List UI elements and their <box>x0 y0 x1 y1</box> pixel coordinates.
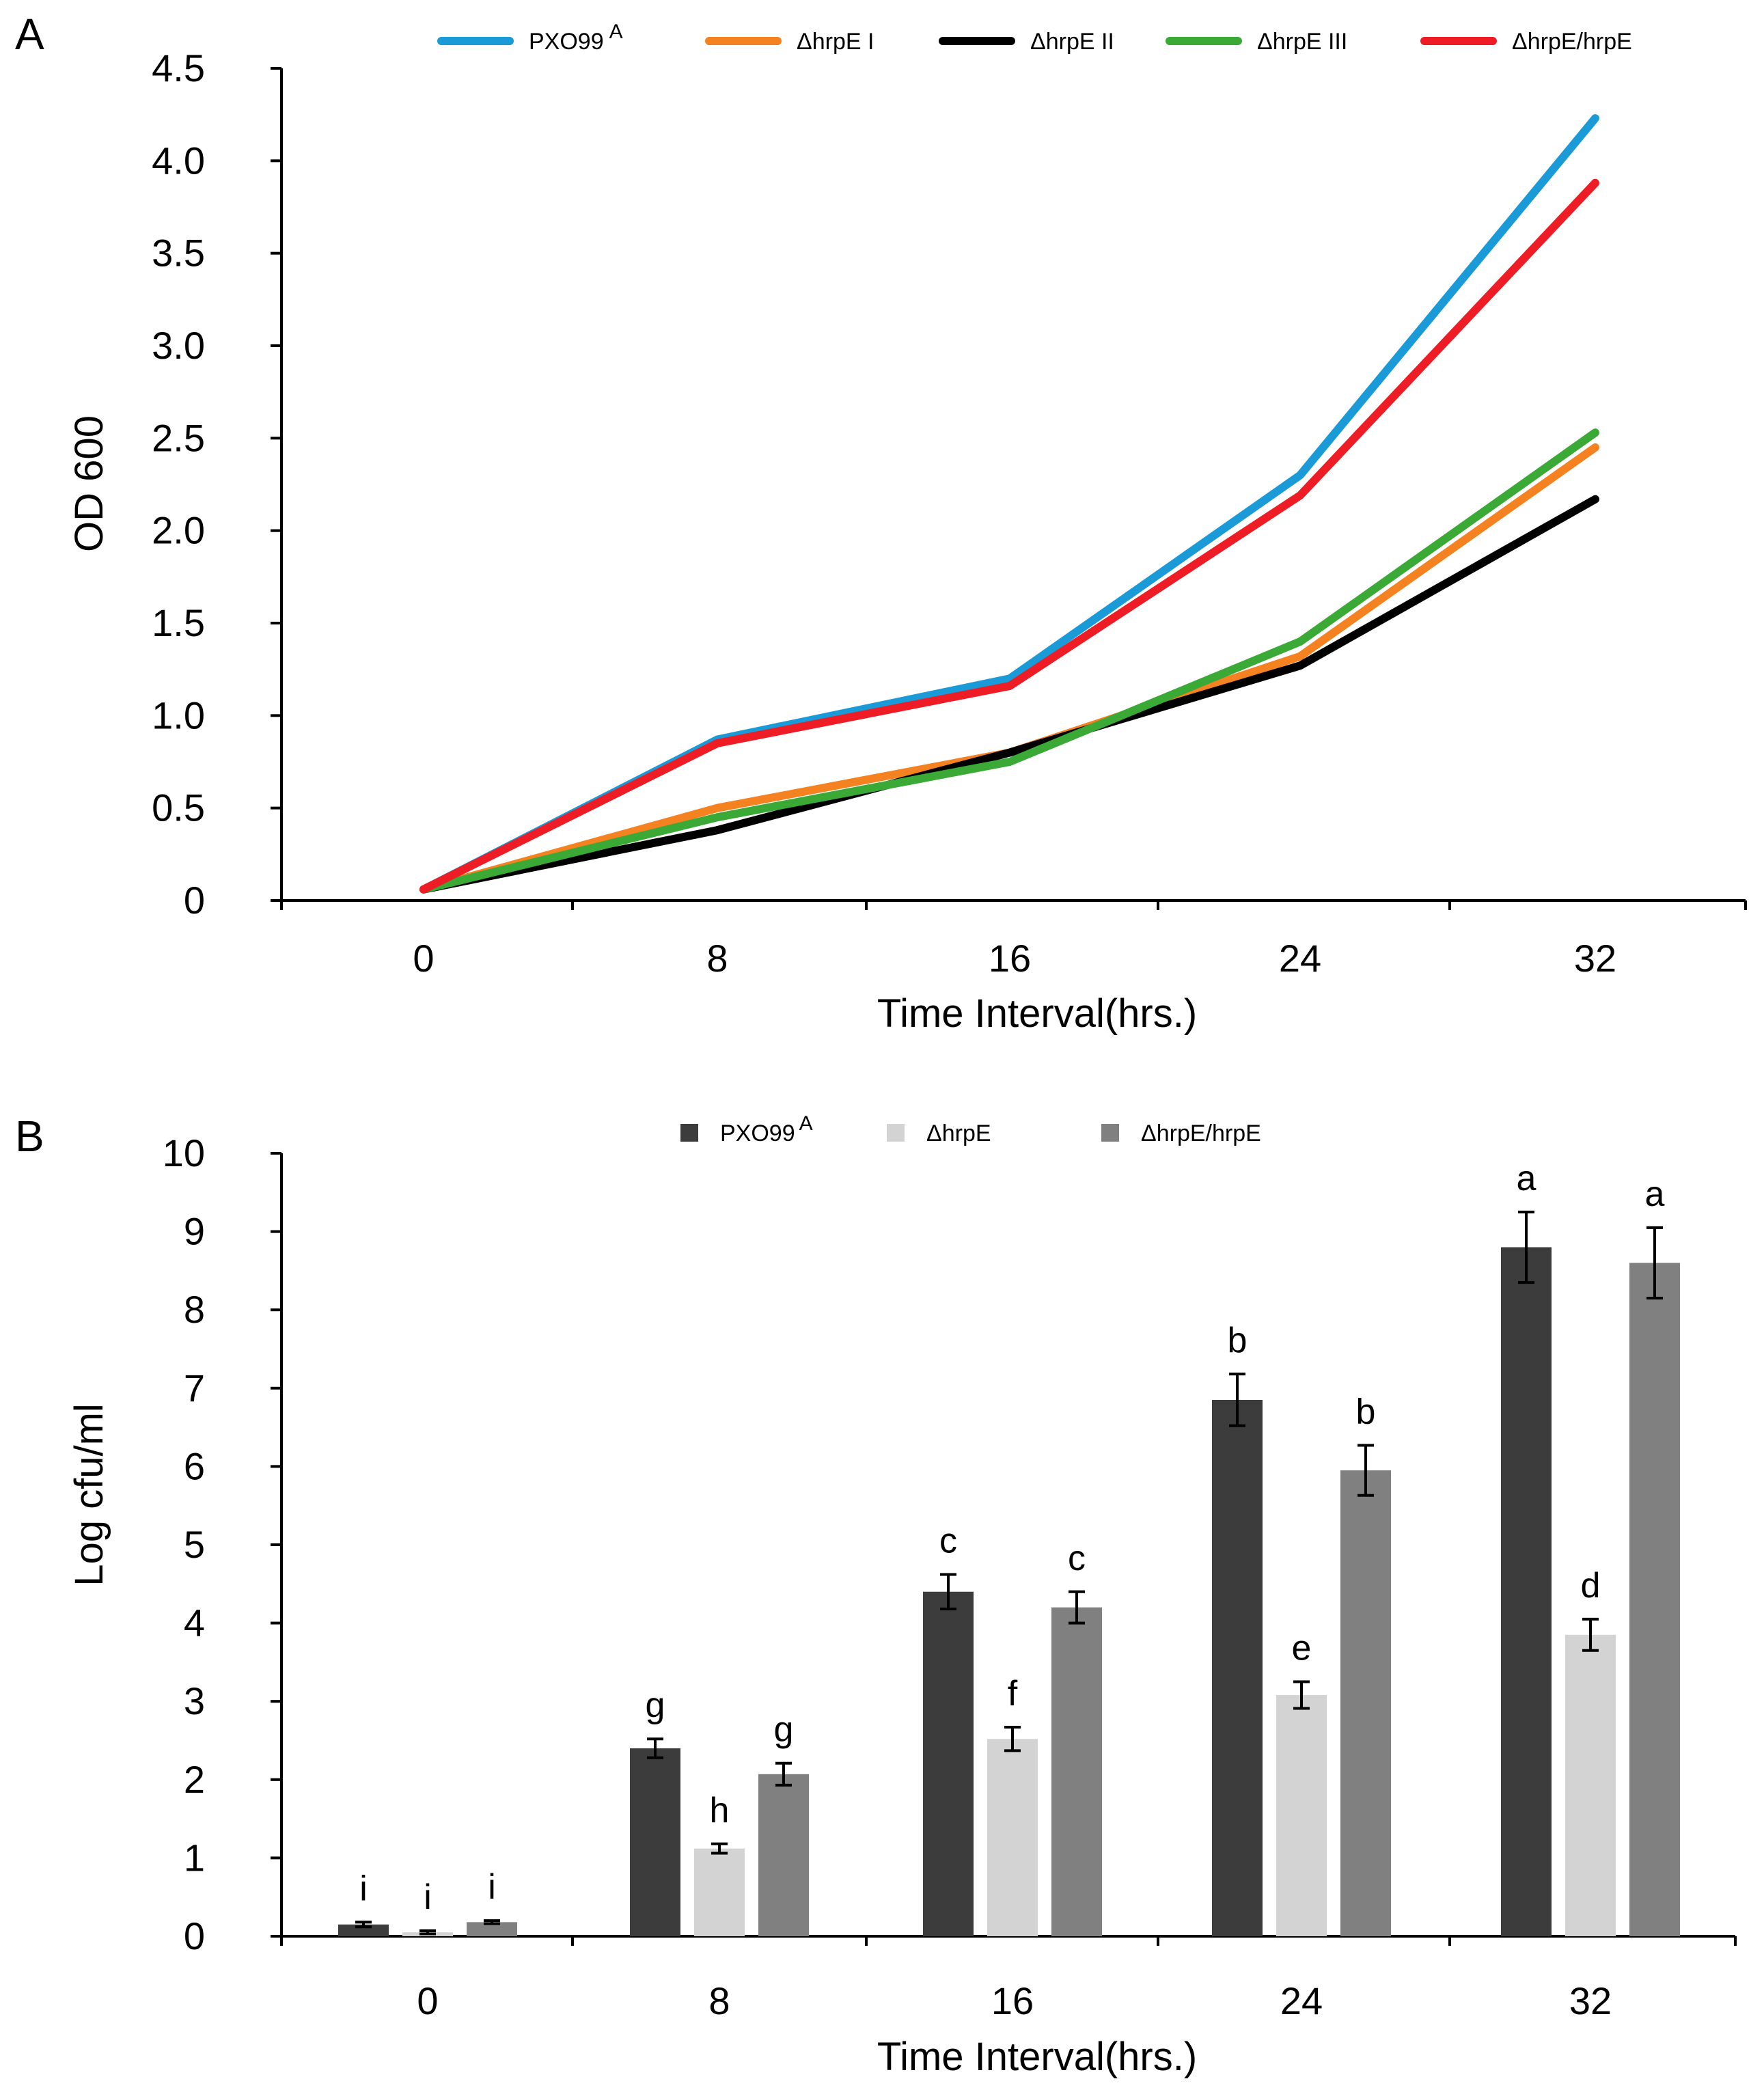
panel-b-significance-letter: g <box>774 1710 794 1750</box>
panel-a-x-tick-label: 24 <box>1279 937 1321 980</box>
legend-label-text: PXO99 <box>529 29 604 55</box>
panel-a-x-axis-title: Time Interval(hrs.) <box>877 991 1197 1036</box>
panel-a-y-tick-label: 1.5 <box>152 601 205 644</box>
legend-label-text: ΔhrpE/hrpE <box>1512 29 1632 55</box>
panel-b-y-tick-label: 8 <box>184 1288 205 1331</box>
panel-a-y-tick-label: 2.0 <box>152 509 205 552</box>
panel-b-x-tick-label: 24 <box>1280 1979 1323 2022</box>
panel-b-legend-label-0: PXO99 A <box>720 1112 813 1146</box>
panel-a-legend-label-0: PXO99 A <box>529 20 623 55</box>
panel-b-bar-0-0 <box>338 1924 389 1936</box>
panel-b-significance-letter: a <box>1517 1159 1536 1198</box>
legend-label-text: ΔhrpE I <box>797 29 874 55</box>
panel-b-label: B <box>15 1112 44 1161</box>
panel-b-significance-letter: c <box>939 1522 957 1561</box>
panel-b-significance-letter: i <box>424 1877 432 1917</box>
panel-b-bar-2-0 <box>467 1922 517 1936</box>
panel-a-x-tick-label: 8 <box>706 937 728 980</box>
panel-b-y-tick-label: 3 <box>184 1679 205 1722</box>
panel-b-significance-letter: b <box>1356 1392 1376 1431</box>
panel-a-y-axis-title: OD 600 <box>67 415 111 552</box>
panel-a-y-tick-label: 1.0 <box>152 693 205 737</box>
panel-b-y-tick-label: 4 <box>184 1601 205 1644</box>
panel-b-significance-letter: h <box>710 1791 730 1830</box>
legend-label-superscript: A <box>799 1112 813 1135</box>
panel-a-y-tick-label: 4.5 <box>152 46 205 90</box>
panel-b-significance-letter: a <box>1645 1174 1665 1214</box>
panel-b-x-tick-label: 32 <box>1569 1979 1612 2022</box>
panel-b-x-axis-title: Time Interval(hrs.) <box>877 2035 1197 2079</box>
panel-b-significance-letter: i <box>488 1867 496 1907</box>
legend-label-text: ΔhrpE/hrpE <box>1141 1120 1261 1146</box>
panel-b-y-tick-label: 1 <box>184 1836 205 1879</box>
panel-a-y-tick-label: 3.5 <box>152 232 205 275</box>
panel-a-y-tick-label: 4.0 <box>152 139 205 182</box>
panel-b-x-tick-label: 8 <box>708 1979 730 2022</box>
panel-a-legend-label-3: ΔhrpE III <box>1257 29 1347 55</box>
panel-b-significance-letter: f <box>1008 1674 1018 1713</box>
panel-b-y-tick-label: 5 <box>184 1523 205 1566</box>
panel-a-series-line-2 <box>419 495 1599 894</box>
legend-label-text: ΔhrpE III <box>1257 29 1347 55</box>
panel-b-significance-letter: e <box>1292 1629 1312 1668</box>
panel-b-y-tick-label: 2 <box>184 1758 205 1801</box>
panel-b-legend-label-1: ΔhrpE <box>926 1120 991 1146</box>
panel-b-bar-0-3 <box>1212 1399 1263 1936</box>
panel-b-bar-0-2 <box>923 1591 974 1936</box>
panel-a-y-tick-label: 2.5 <box>152 416 205 459</box>
panel-b-x-tick-label: 16 <box>991 1979 1034 2022</box>
panel-b-y-tick-label: 7 <box>184 1366 205 1409</box>
panel-b-legend-swatch-1 <box>887 1124 905 1142</box>
panel-b-bar-0-1 <box>630 1748 680 1936</box>
panel-a-y-tick-label: 0 <box>184 879 205 922</box>
panel-b-bar-1-3 <box>1276 1695 1327 1936</box>
panel-b-significance-letter: c <box>1068 1539 1086 1578</box>
panel-b-y-tick-label: 0 <box>184 1914 205 1957</box>
panel-a-series-line-1 <box>419 443 1599 894</box>
panel-a-series-line-3 <box>419 428 1599 894</box>
panel-a-series-line-0 <box>419 114 1599 894</box>
panel-b-significance-letter: b <box>1228 1321 1248 1360</box>
panel-a-x-tick-label: 0 <box>413 937 434 980</box>
panel-a-y-tick-label: 3.0 <box>152 324 205 367</box>
legend-label-text: ΔhrpE II <box>1030 29 1114 55</box>
panel-a-line-chart: A 0 0.5 1.0 1.5 2.0 2.5 3.0 3.5 4.0 4.5 0 8 16 24 32 Ti… <box>15 10 1747 1036</box>
panel-b-bar-1-2 <box>987 1739 1038 1936</box>
panel-a-legend-label-1: ΔhrpE I <box>797 29 874 55</box>
panel-b-bar-0-4 <box>1501 1247 1552 1936</box>
panel-a-series-line-4 <box>419 178 1599 894</box>
panel-b-significance-letter: d <box>1581 1566 1601 1606</box>
panel-a-label: A <box>15 10 44 59</box>
panel-b-y-axis-title: Log cfu/ml <box>67 1403 111 1586</box>
panel-b-significance-letter: i <box>359 1869 368 1908</box>
panel-b-legend-label-2: ΔhrpE/hrpE <box>1141 1120 1261 1146</box>
legend-label-text: ΔhrpE <box>926 1120 991 1146</box>
panel-b-legend-swatch-2 <box>1101 1124 1119 1142</box>
panel-b-legend-swatch-0 <box>680 1124 698 1142</box>
panel-a-x-tick-label: 16 <box>989 937 1031 980</box>
panel-b-significance-letter: g <box>646 1685 665 1725</box>
panel-a-legend-label-4: ΔhrpE/hrpE <box>1512 29 1632 55</box>
panel-b-y-tick-label: 6 <box>184 1444 205 1487</box>
panel-b-bar-2-3 <box>1340 1470 1391 1936</box>
panel-b-bar-1-1 <box>694 1848 745 1936</box>
panel-b-bar-1-4 <box>1565 1634 1616 1936</box>
panel-b-y-tick-label: 9 <box>184 1210 205 1253</box>
panel-a-legend-label-2: ΔhrpE II <box>1030 29 1114 55</box>
panel-b-bar-chart: B 0 1 2 3 4 5 6 7 8 9 10 0 8 16 24 32 Time Interval(hrs.… <box>15 1112 1737 2079</box>
panel-b-bar-2-4 <box>1629 1263 1680 1936</box>
panel-b-y-tick-label: 10 <box>163 1131 205 1174</box>
panel-a-y-tick-label: 0.5 <box>152 786 205 829</box>
panel-b-x-tick-label: 0 <box>417 1979 438 2022</box>
legend-label-text: PXO99 <box>720 1120 795 1146</box>
legend-label-superscript: A <box>609 20 623 43</box>
panel-b-bar-2-1 <box>758 1774 809 1936</box>
panel-a-x-tick-label: 32 <box>1574 937 1616 980</box>
panel-b-bar-2-2 <box>1051 1607 1102 1936</box>
